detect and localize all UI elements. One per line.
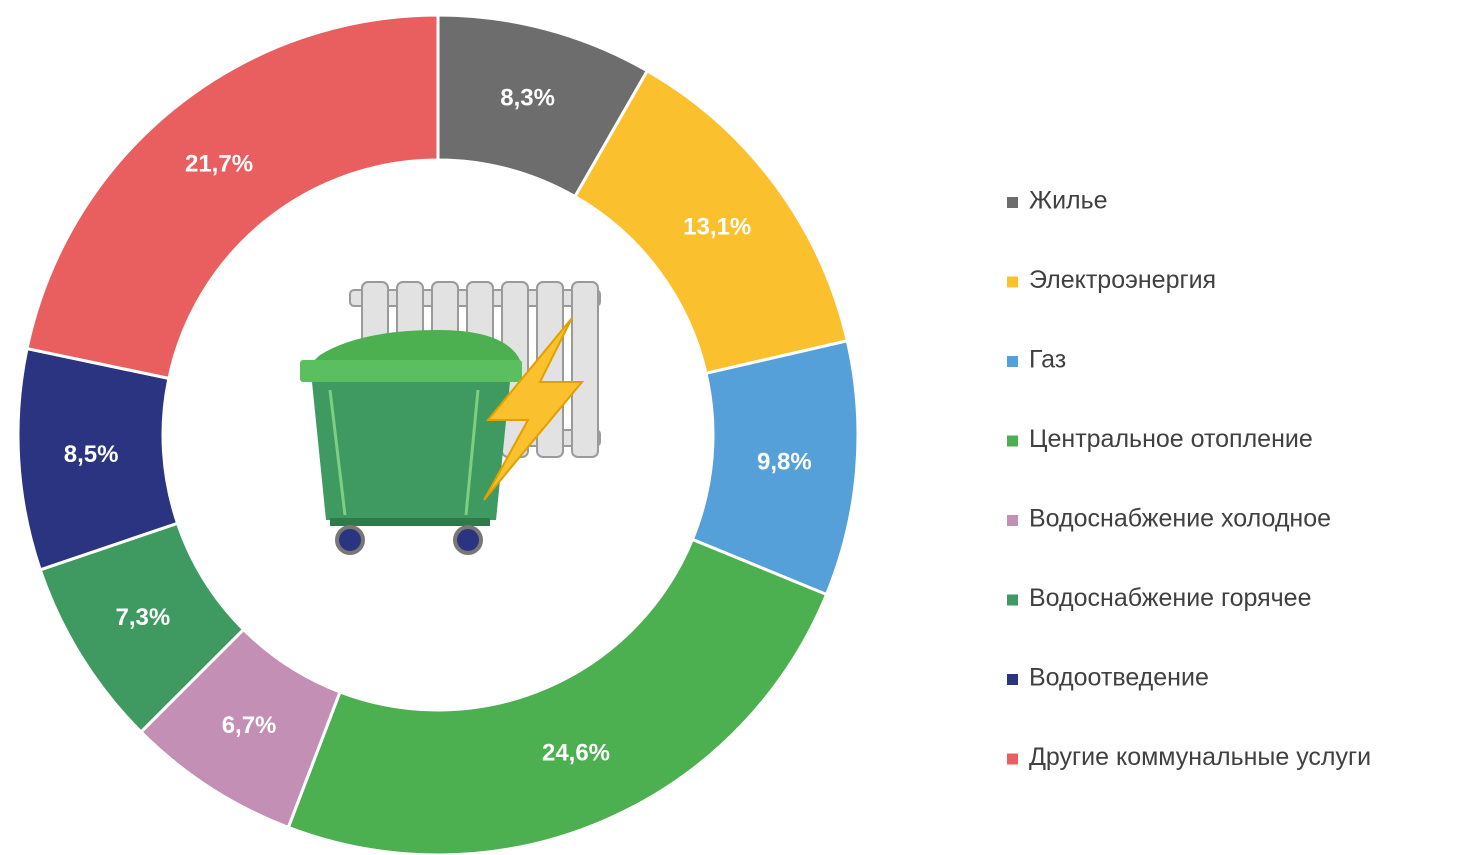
legend-label: Центральное отопление (1029, 425, 1313, 453)
value-label: 9,8% (757, 449, 812, 476)
legend-label: Жилье (1029, 187, 1108, 215)
legend-marker (1007, 515, 1018, 526)
value-label: 21,7% (185, 151, 253, 178)
value-label: 13,1% (683, 213, 751, 240)
center-icon (300, 281, 601, 555)
value-label: 6,7% (222, 712, 277, 739)
legend-label: Водоотведение (1029, 664, 1209, 692)
legend-marker (1007, 753, 1018, 765)
value-label: 24,6% (542, 739, 610, 766)
value-label: 8,5% (64, 441, 119, 468)
donut-segment (25, 13, 440, 381)
legend-label: Водоснабжение горячее (1029, 584, 1311, 612)
legend-marker (1007, 197, 1018, 208)
legend-label: Водоснабжение холодное (1029, 505, 1331, 533)
value-label: 7,3% (116, 604, 171, 631)
donut-segment (286, 537, 829, 855)
legend-marker (1007, 276, 1018, 288)
legend-marker (1007, 594, 1018, 606)
legend-label: Электроэнергия (1029, 266, 1216, 294)
legend-marker (1007, 674, 1018, 685)
value-label: 8,3% (500, 85, 555, 112)
legend-marker (1007, 435, 1018, 447)
legend-label: Другие коммунальные услуги (1029, 743, 1371, 771)
legend-marker (1007, 356, 1018, 367)
legend-label: Газ (1029, 346, 1066, 374)
